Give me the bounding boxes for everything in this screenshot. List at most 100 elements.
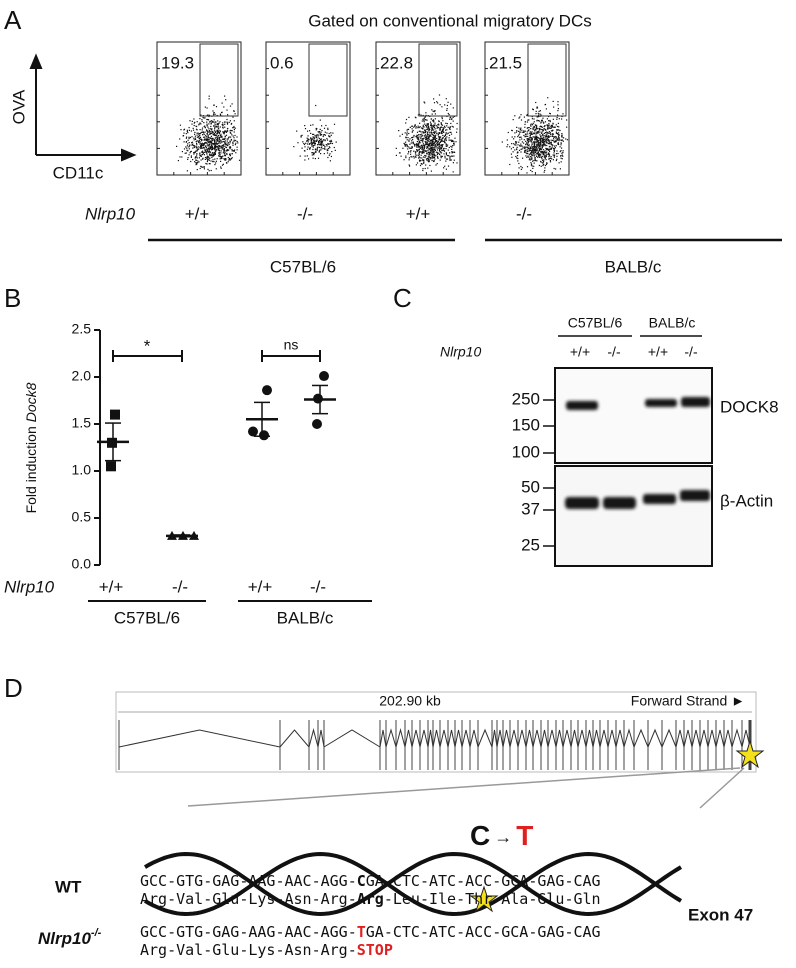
event-dot [429,152,431,154]
data-point [248,426,258,437]
event-dot [531,137,533,139]
seq: GA-CTC-ATC-ACC-GCA-GAG-CAG [366,872,601,890]
event-dot [440,138,442,140]
event-dot [541,134,543,137]
event-dot [538,156,541,158]
event-dot [214,147,216,149]
event-dot [417,114,419,116]
event-dot [209,131,211,133]
intron [731,728,743,748]
event-dot [205,162,207,165]
mutation: C → T [470,820,533,851]
event-dot [188,129,190,131]
event-dot [443,149,445,151]
event-dot [517,160,519,162]
event-dot [414,145,416,147]
event-dot [530,125,532,127]
event-dot [517,157,519,160]
event-dot [199,134,201,137]
event-dot [194,131,196,133]
event-dot [518,117,520,119]
event-dot [557,133,559,136]
intron [577,729,587,748]
event-dot [233,137,235,139]
event-dot [532,150,534,152]
event-dot [553,136,555,138]
event-dot [549,119,551,122]
event-dot [507,131,509,134]
event-dot [434,118,436,120]
intron [607,729,617,748]
event-dot [221,112,223,114]
event-dot [511,156,513,158]
event-dot [444,139,446,141]
event-dot [304,128,307,130]
event-dot [549,127,551,129]
event-dot [546,142,548,144]
event-dot [537,112,539,114]
event-dot [534,146,536,148]
event-dot [318,141,320,144]
event-dot [188,137,190,140]
event-dot [555,159,557,162]
y-tick-label: 2.5 [72,321,92,337]
event-dot [405,118,408,121]
event-dot [558,162,560,164]
event-dot [420,135,422,137]
event-dot [300,136,302,138]
event-dot [526,131,528,133]
event-dot [430,170,432,172]
event-dot [418,144,420,146]
event-dot [432,147,434,149]
event-dot [214,153,216,155]
event-dot [558,118,560,120]
event-dot [414,153,417,155]
event-dot [421,120,423,122]
event-dot [539,153,541,155]
event-dot [450,155,453,157]
event-dot [426,135,428,137]
event-dot [543,164,545,166]
event-dot [398,130,400,132]
seq-highlight: C [357,872,366,890]
event-dot [530,128,532,130]
event-dot [318,132,320,134]
event-dot [428,137,430,139]
event-dot [540,132,543,134]
event-dot [531,151,533,153]
event-dot [541,129,544,131]
intron [308,728,319,748]
event-dot [420,151,422,153]
event-dot [532,124,534,126]
event-dot [441,116,443,118]
event-dot [538,114,540,116]
event-dot [324,146,326,148]
event-dot [196,140,198,142]
event-dot [453,144,455,146]
event-dot [445,122,447,124]
event-dot [198,140,200,142]
event-dot [214,137,217,139]
event-dot [213,133,215,135]
event-dot [422,151,424,154]
event-dot [560,142,562,144]
intron [454,729,463,748]
event-dot [511,130,513,132]
event-dot [312,133,314,135]
event-dot [452,116,454,118]
event-dot [518,167,520,169]
event-dot [533,118,535,120]
intron [419,729,429,748]
event-dot [434,138,436,141]
event-dot [321,141,323,143]
event-dot [537,154,540,156]
event-dot [540,141,542,143]
event-dot [231,134,233,136]
event-dot [445,148,447,150]
event-dot [560,150,562,152]
event-dot [422,131,424,133]
event-dot [330,132,332,134]
event-dot [224,140,226,142]
event-dot [452,107,454,109]
event-dot [206,124,208,126]
